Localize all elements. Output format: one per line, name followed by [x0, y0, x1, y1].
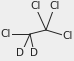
Text: Cl: Cl: [63, 31, 73, 41]
Text: Cl: Cl: [31, 1, 41, 11]
Text: Cl: Cl: [50, 1, 60, 11]
Text: D: D: [30, 48, 38, 58]
Text: D: D: [16, 48, 24, 58]
Text: Cl: Cl: [1, 29, 11, 39]
